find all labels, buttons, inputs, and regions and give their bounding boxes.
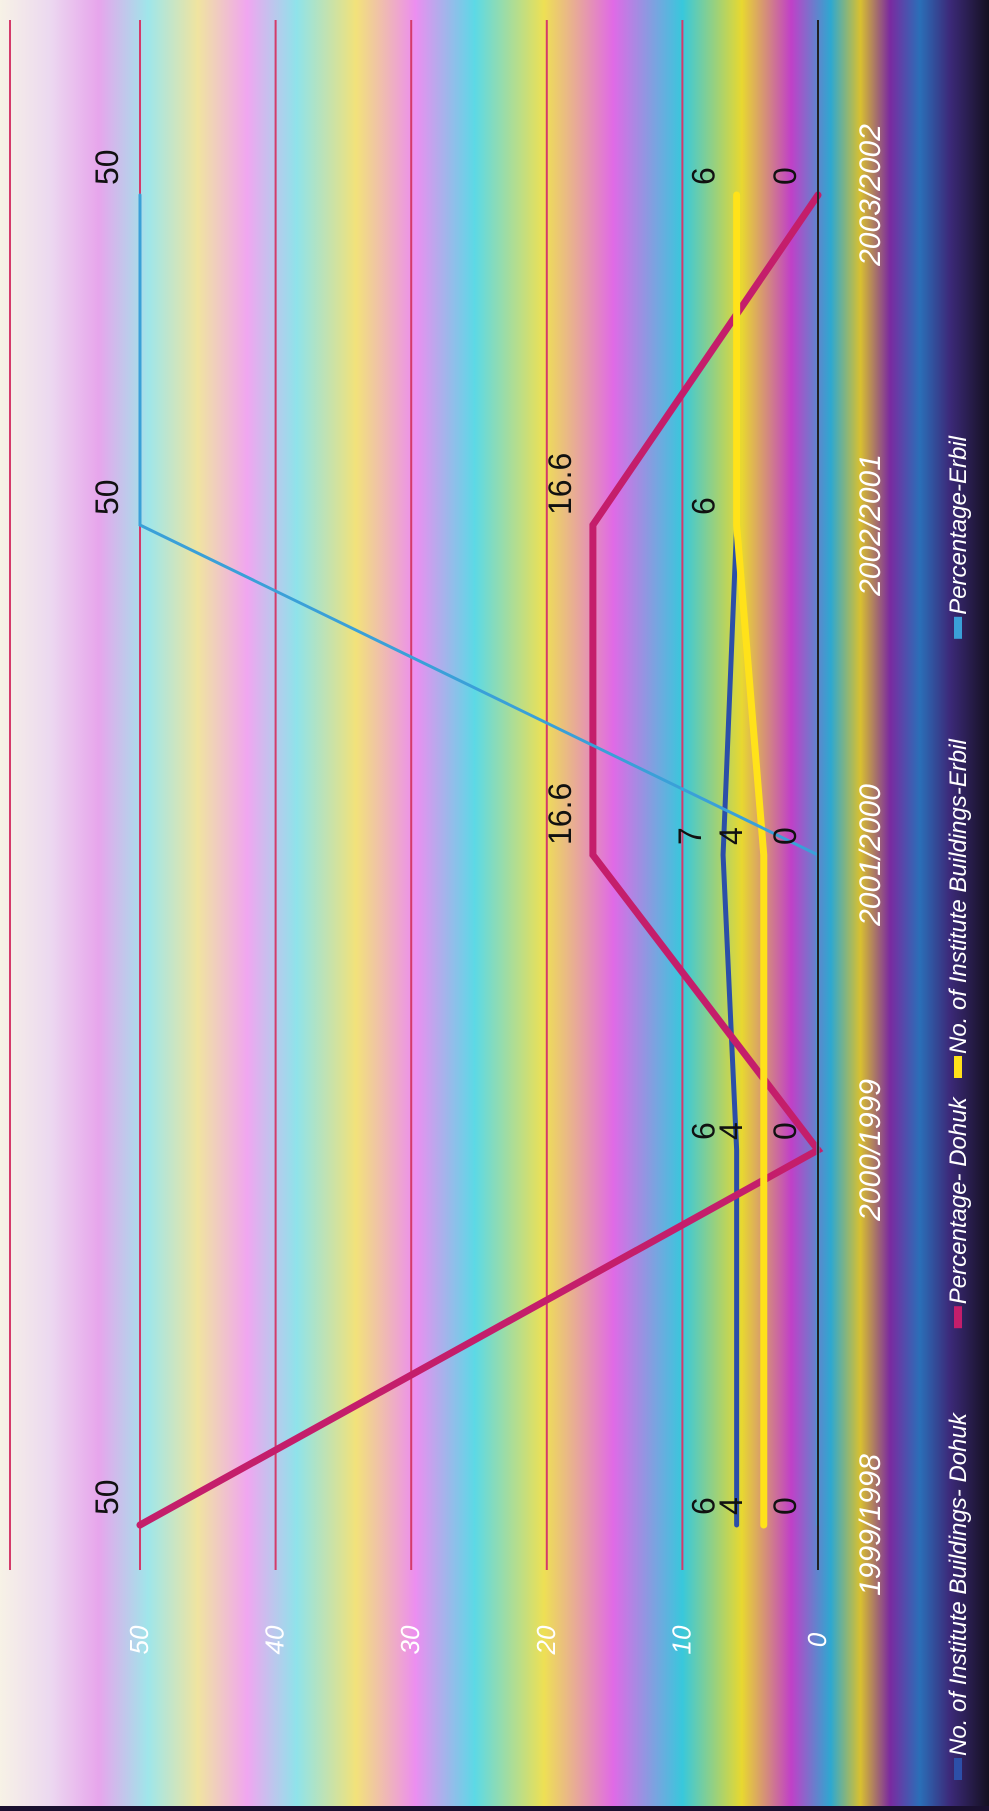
y-tick-label: 0 (802, 1632, 832, 1647)
data-label: 0 (767, 827, 803, 845)
data-label: 4 (713, 1122, 749, 1140)
data-label: 16.6 (542, 783, 578, 845)
data-label: 7 (672, 827, 708, 845)
legend-label: No. of Institute Buildings-Erbil (945, 739, 972, 1054)
legend-label: Percentage- Dohuk (945, 1095, 972, 1304)
legend-swatch (954, 1758, 962, 1780)
y-tick-label: 50 (124, 1625, 154, 1654)
data-label: 50 (89, 1479, 125, 1515)
data-label: 16.6 (542, 453, 578, 515)
legend-label: No. of Institute Buildings- Dohuk (945, 1411, 972, 1756)
axes: 010203040501999/19982000/19992001/200020… (124, 20, 887, 1655)
legend-swatch (954, 616, 962, 639)
data-label: 4 (713, 827, 749, 845)
data-label: 50 (89, 479, 125, 515)
data-label: 6 (686, 1497, 722, 1515)
data-label: 6 (686, 497, 722, 515)
data-label: 0 (767, 1122, 803, 1140)
series-line (136, 191, 824, 1529)
series-line (720, 522, 740, 1528)
data-label: 50 (89, 149, 125, 185)
data-label: 6 (686, 167, 722, 185)
series-line (733, 191, 768, 1529)
legend-swatch (954, 1306, 962, 1329)
x-tick-label: 2003/2002 (854, 124, 887, 267)
data-label: 0 (767, 1497, 803, 1515)
x-tick-label: 2000/1999 (854, 1079, 887, 1222)
y-tick-label: 20 (531, 1625, 561, 1655)
y-tick-label: 40 (260, 1625, 290, 1654)
data-label: 0 (767, 167, 803, 185)
y-tick-label: 30 (395, 1625, 425, 1654)
legend: No. of Institute Buildings- Dohuk Percent… (945, 435, 972, 1780)
legend-swatch (954, 1056, 962, 1078)
x-tick-label: 1999/1998 (854, 1454, 887, 1596)
y-tick-label: 10 (666, 1625, 696, 1654)
x-tick-label: 2002/2001 (854, 454, 887, 597)
data-label: 4 (713, 1497, 749, 1515)
data-label: 6 (686, 1122, 722, 1140)
x-tick-label: 2001/2000 (854, 784, 887, 927)
legend-label: Percentage-Erbil (945, 435, 972, 614)
